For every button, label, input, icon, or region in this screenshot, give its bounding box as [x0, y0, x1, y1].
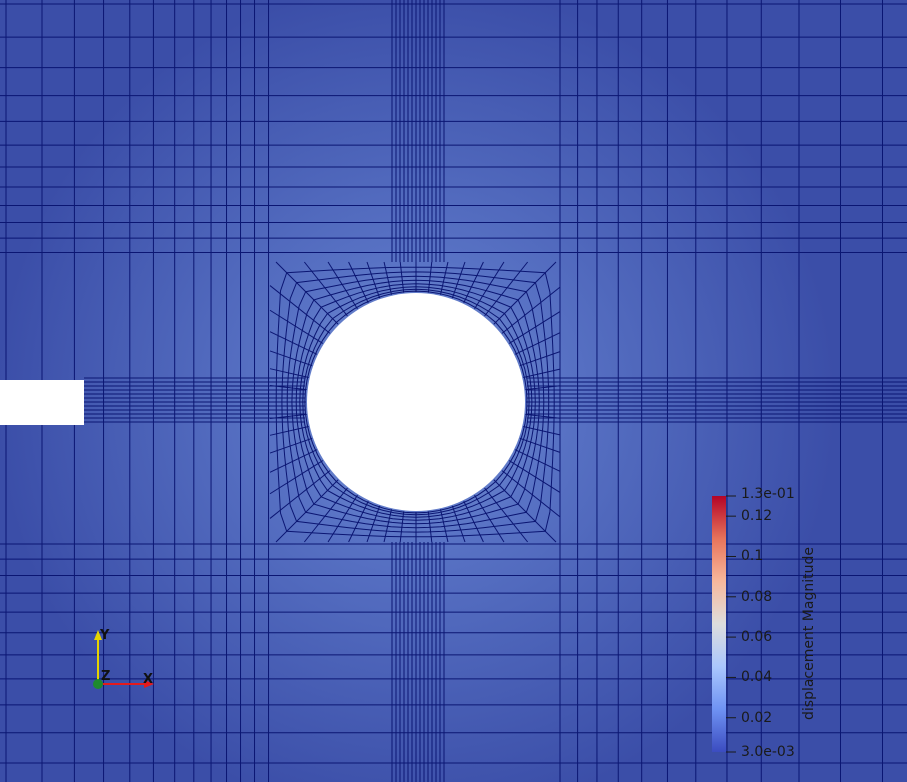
legend-min-label: 3.0e-03 [741, 744, 795, 760]
legend-max-label: 1.3e-01 [741, 486, 795, 502]
mesh-ring [299, 286, 533, 518]
mesh-ring [281, 271, 550, 533]
legend-tick-label: 0.08 [741, 588, 773, 605]
z-axis-dot [93, 679, 103, 689]
legend-title: displacement Magnitude [801, 547, 817, 720]
x-axis-label: X [143, 672, 154, 687]
y-arrowhead [94, 630, 102, 640]
color-bar [712, 496, 726, 752]
z-axis-label: Z [101, 669, 111, 684]
mesh-ring [302, 288, 530, 516]
x-arrowhead [144, 680, 154, 688]
legend-tick-label: 0.12 [741, 508, 773, 525]
legend-tick-label: 0.02 [741, 709, 773, 726]
hole [307, 293, 525, 511]
legend-tick-label: 0.04 [741, 669, 773, 686]
mesh-ring [275, 266, 555, 538]
slot-cutout [0, 380, 84, 425]
y-axis-label: Y [100, 628, 110, 643]
color-legend-bar [712, 495, 736, 753]
legend-tick-label: 0.06 [741, 629, 773, 646]
mesh-ring [295, 283, 536, 521]
mesh-ring [291, 279, 540, 525]
axes-triad [93, 630, 154, 689]
mesh-ring [286, 275, 545, 529]
legend-tick-label: 0.1 [741, 548, 764, 565]
mesh-ring [304, 290, 528, 514]
